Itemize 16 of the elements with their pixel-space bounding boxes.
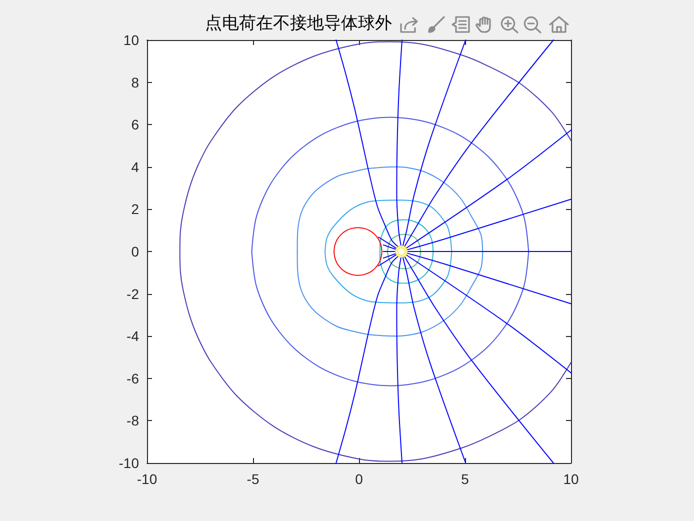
- y-tick-label: -10: [118, 455, 140, 471]
- x-tick-label: -5: [246, 471, 260, 487]
- y-tick-label: 4: [131, 158, 140, 175]
- y-tick-label: 6: [131, 116, 140, 133]
- x-tick-label: 5: [461, 471, 470, 487]
- x-tick-label: 0: [355, 471, 364, 487]
- chart-title: 点电荷在不接地导体球外: [205, 14, 392, 34]
- y-tick-label: -4: [126, 328, 140, 344]
- y-tick-label: 10: [123, 32, 140, 48]
- y-tick-label: -2: [126, 286, 140, 302]
- y-tick-label: 2: [131, 201, 140, 218]
- y-tick-label: 0: [131, 244, 140, 260]
- y-tick-label: -8: [126, 412, 140, 429]
- y-tick-label: 8: [131, 74, 140, 90]
- x-tick-label: 10: [563, 471, 579, 487]
- y-tick-label: -6: [126, 370, 140, 386]
